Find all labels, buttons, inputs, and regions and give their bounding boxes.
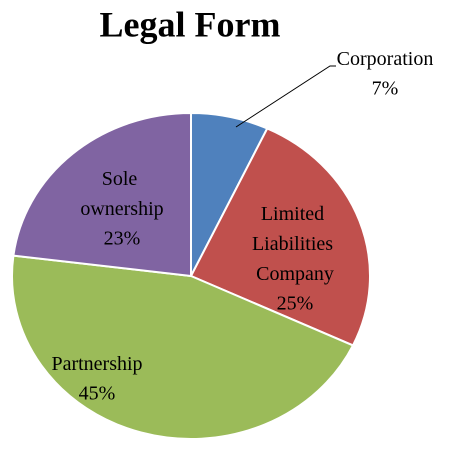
value-label: 25% (277, 293, 314, 315)
value-label: 45% (79, 383, 116, 405)
slice-label: Partnership (51, 353, 142, 375)
slice-label: Corporation (337, 48, 434, 70)
pie-slice (11, 254, 355, 440)
slice-label: Limited Liabilities Company (252, 203, 338, 285)
pie-slice (12, 111, 192, 278)
chart-title: Legal Form (100, 4, 281, 44)
pie-slice (189, 127, 371, 347)
slice-label: Sole ownership (80, 168, 163, 220)
value-label: 7% (372, 78, 399, 100)
value-label: 23% (104, 228, 141, 250)
leader-line (235, 65, 336, 128)
